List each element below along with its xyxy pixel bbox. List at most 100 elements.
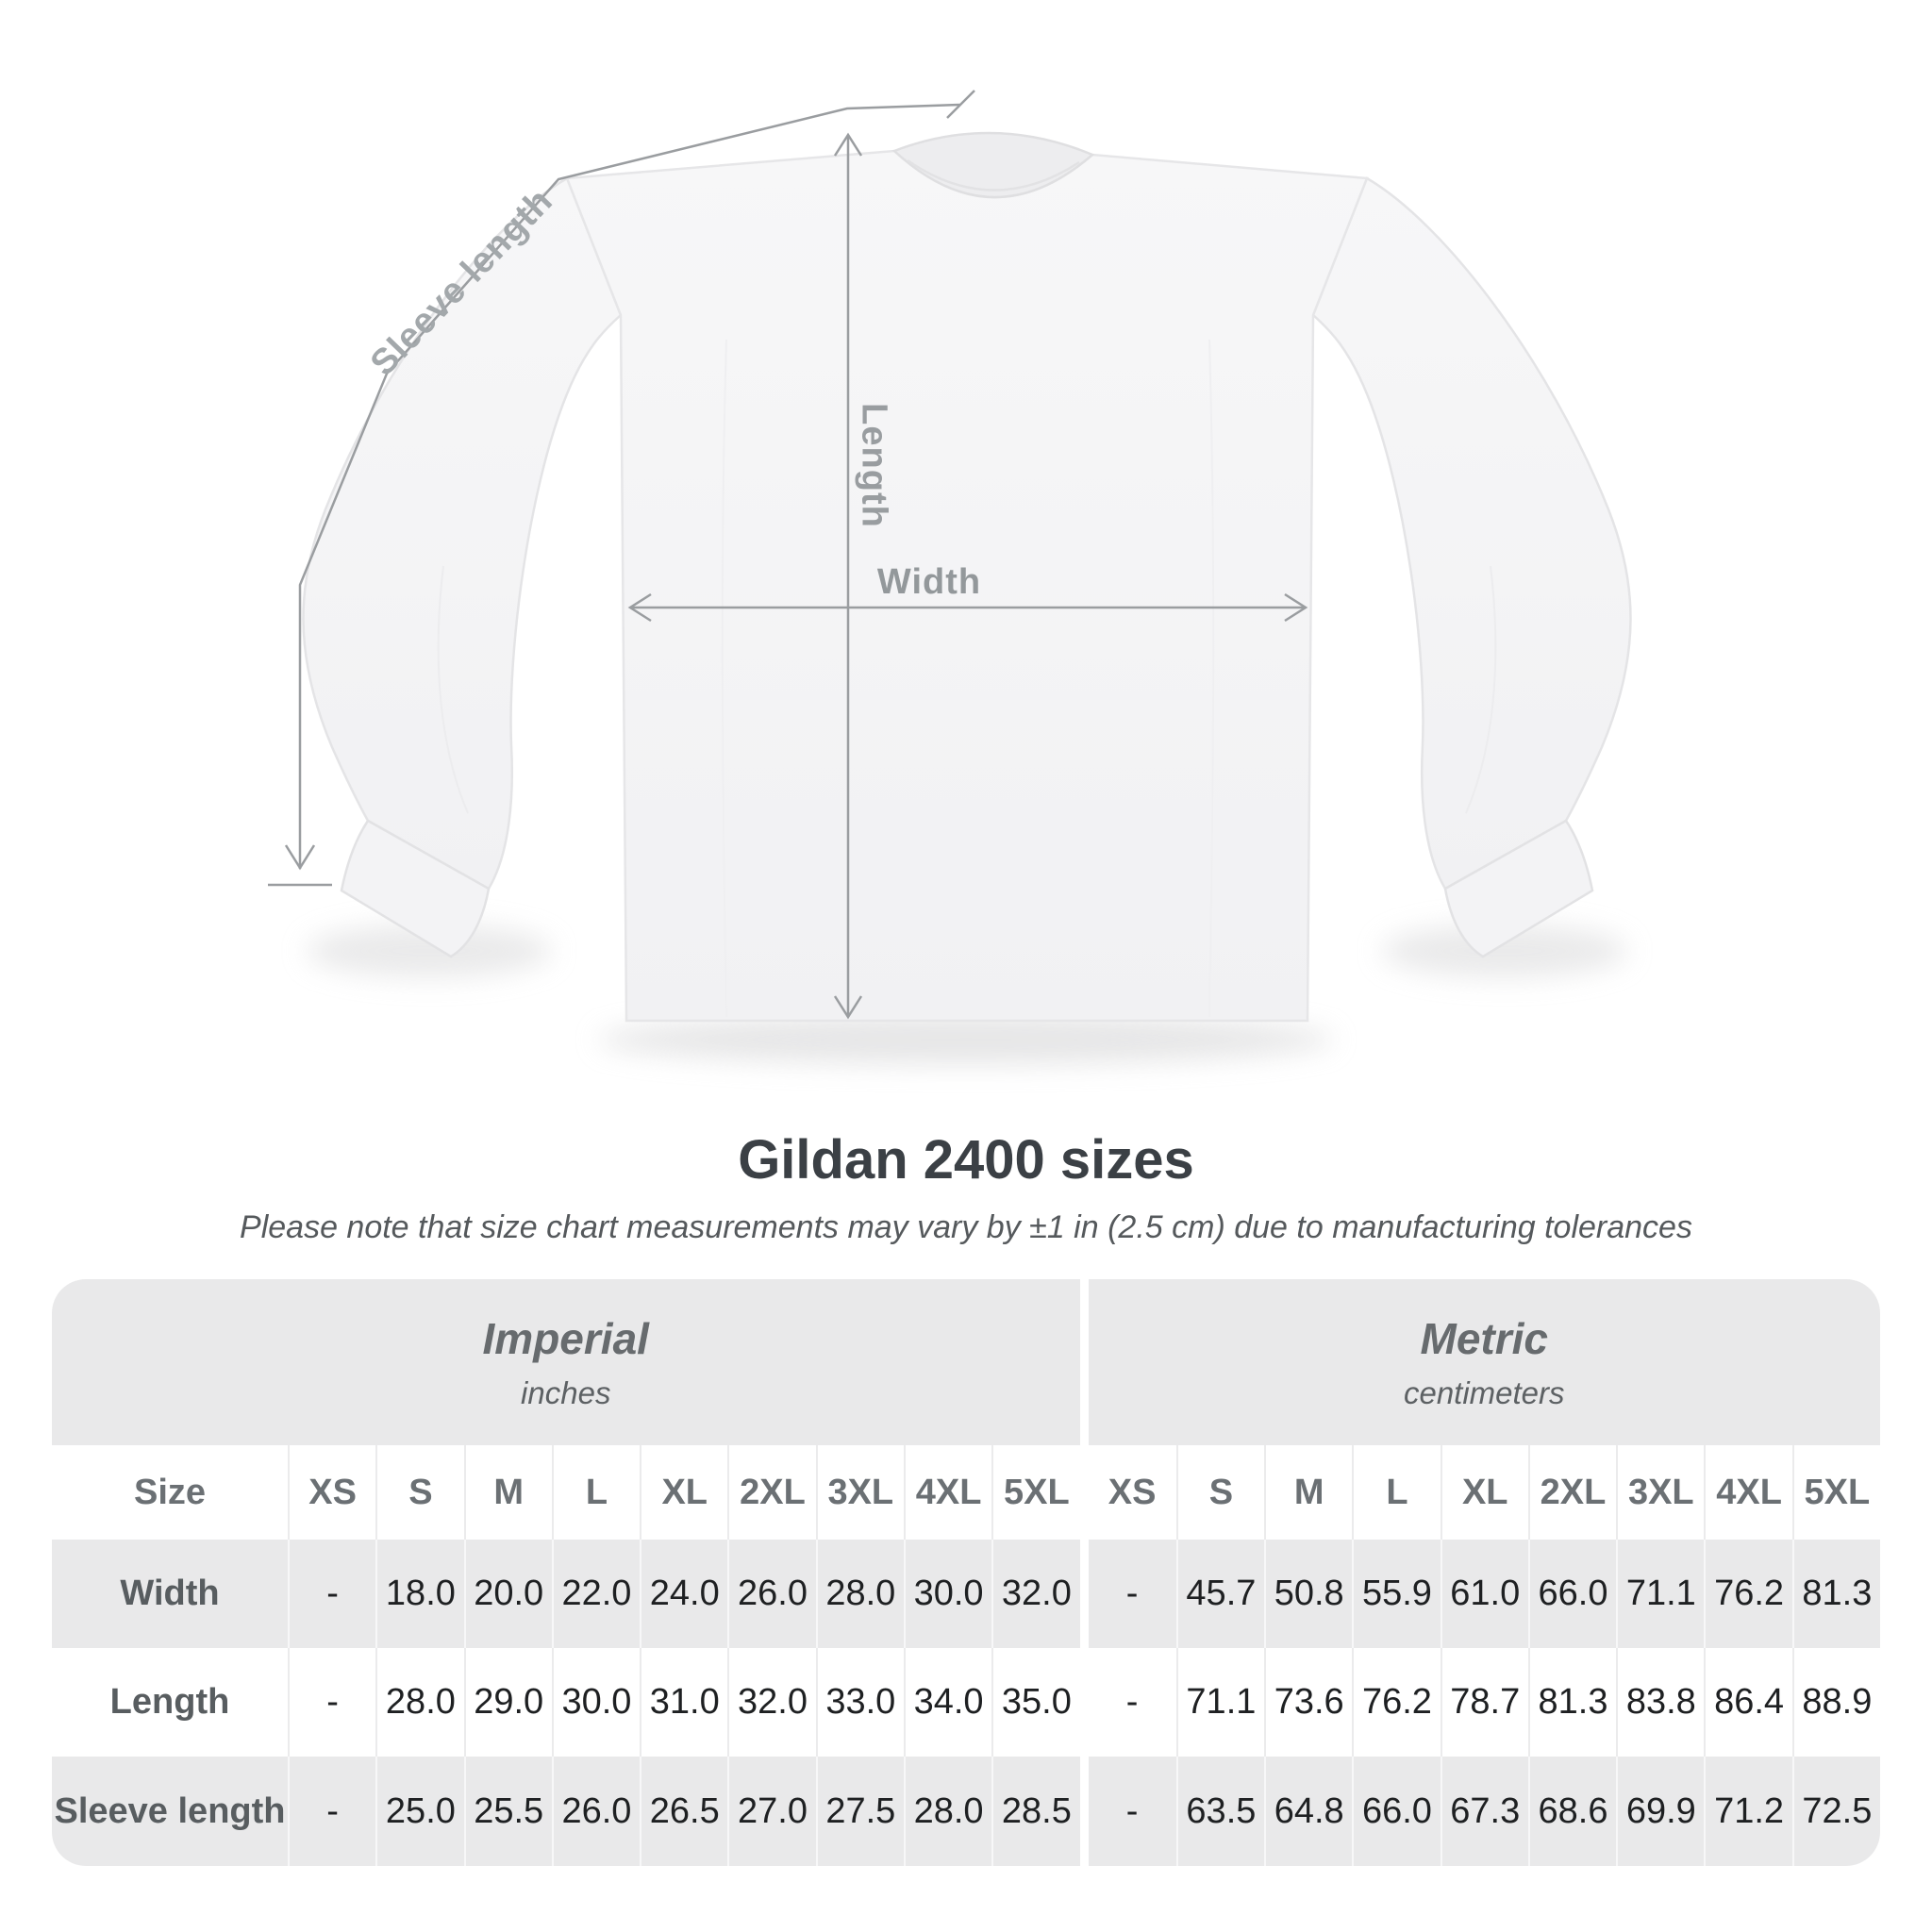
size-header-metric-2xl: 2XL bbox=[1527, 1445, 1617, 1540]
size-header-imperial-m: M bbox=[463, 1445, 552, 1540]
imperial-value-width: 32.0 bbox=[991, 1540, 1080, 1648]
metric-value-width: 66.0 bbox=[1527, 1540, 1617, 1648]
row-label-width: Width bbox=[52, 1540, 288, 1648]
imperial-value-width: 22.0 bbox=[551, 1540, 641, 1648]
size-header-imperial-5xl: 5XL bbox=[991, 1445, 1080, 1540]
metric-value-width: - bbox=[1088, 1540, 1176, 1648]
metric-value-sleeve-length: 67.3 bbox=[1440, 1757, 1528, 1866]
metric-value-width: 50.8 bbox=[1264, 1540, 1353, 1648]
size-header-metric-s: S bbox=[1175, 1445, 1265, 1540]
page-title: Gildan 2400 sizes bbox=[738, 1129, 1194, 1191]
imperial-value-length: 30.0 bbox=[551, 1648, 641, 1757]
metric-value-length: 78.7 bbox=[1440, 1648, 1528, 1757]
arrow-down-icon bbox=[833, 995, 863, 1020]
length-label: Length bbox=[854, 403, 894, 528]
size-header-metric-m: M bbox=[1264, 1445, 1353, 1540]
size-header-metric-5xl: 5XL bbox=[1791, 1445, 1880, 1540]
arrow-right-icon bbox=[1284, 592, 1308, 623]
metric-value-sleeve-length: 72.5 bbox=[1791, 1757, 1880, 1866]
size-header-imperial-xl: XL bbox=[640, 1445, 728, 1540]
imperial-value-width: 30.0 bbox=[903, 1540, 992, 1648]
imperial-value-sleeve-length: 27.0 bbox=[727, 1757, 816, 1866]
metric-value-length: 73.6 bbox=[1264, 1648, 1353, 1757]
imperial-group-unit: inches bbox=[521, 1375, 611, 1410]
imperial-value-width: 24.0 bbox=[640, 1540, 728, 1648]
size-header-metric-xs: XS bbox=[1088, 1445, 1176, 1540]
size-header-metric-l: L bbox=[1352, 1445, 1441, 1540]
metric-value-sleeve-length: 69.9 bbox=[1616, 1757, 1705, 1866]
size-header-metric-4xl: 4XL bbox=[1704, 1445, 1792, 1540]
imperial-value-sleeve-length: 28.5 bbox=[991, 1757, 1080, 1866]
page-subtitle: Please note that size chart measurements… bbox=[240, 1209, 1692, 1245]
imperial-value-sleeve-length: 25.0 bbox=[375, 1757, 464, 1866]
metric-value-width: 45.7 bbox=[1175, 1540, 1265, 1648]
group-divider bbox=[1079, 1757, 1089, 1866]
length-line bbox=[833, 132, 863, 1020]
sleeve-length-line bbox=[268, 90, 975, 887]
imperial-value-length: - bbox=[288, 1648, 376, 1757]
metric-value-width: 61.0 bbox=[1440, 1540, 1528, 1648]
size-header-metric-3xl: 3XL bbox=[1616, 1445, 1705, 1540]
metric-value-sleeve-length: 71.2 bbox=[1704, 1757, 1792, 1866]
group-divider bbox=[1079, 1540, 1089, 1648]
metric-value-sleeve-length: 66.0 bbox=[1352, 1757, 1441, 1866]
left-cuff bbox=[340, 819, 491, 958]
imperial-value-length: 29.0 bbox=[463, 1648, 552, 1757]
imperial-value-length: 33.0 bbox=[815, 1648, 904, 1757]
metric-value-width: 76.2 bbox=[1704, 1540, 1792, 1648]
shirt-body bbox=[565, 131, 1369, 1023]
size-header-metric-xl: XL bbox=[1440, 1445, 1528, 1540]
imperial-value-length: 32.0 bbox=[727, 1648, 816, 1757]
imperial-value-sleeve-length: 27.5 bbox=[815, 1757, 904, 1866]
metric-value-length: 88.9 bbox=[1791, 1648, 1880, 1757]
imperial-group-header: Imperial inches bbox=[52, 1279, 1080, 1445]
imperial-value-length: 35.0 bbox=[991, 1648, 1080, 1757]
row-label-sleeve-length: Sleeve length bbox=[52, 1757, 288, 1866]
metric-value-length: 71.1 bbox=[1175, 1648, 1265, 1757]
shirt-shadow bbox=[307, 924, 1627, 1064]
row-label-length: Length bbox=[52, 1648, 288, 1757]
arrow-down-icon bbox=[284, 844, 316, 871]
imperial-value-sleeve-length: - bbox=[288, 1757, 376, 1866]
imperial-value-width: 26.0 bbox=[727, 1540, 816, 1648]
size-column-header: Size bbox=[52, 1445, 288, 1540]
width-line bbox=[627, 592, 1308, 623]
metric-value-sleeve-length: 64.8 bbox=[1264, 1757, 1353, 1866]
imperial-group-title: Imperial bbox=[482, 1314, 649, 1363]
size-header-imperial-l: L bbox=[551, 1445, 641, 1540]
imperial-value-sleeve-length: 25.5 bbox=[463, 1757, 552, 1866]
imperial-value-width: 28.0 bbox=[815, 1540, 904, 1648]
metric-group-title: Metric bbox=[1420, 1314, 1548, 1363]
size-header-imperial-2xl: 2XL bbox=[727, 1445, 816, 1540]
arrow-left-icon bbox=[627, 592, 652, 623]
metric-value-length: 86.4 bbox=[1704, 1648, 1792, 1757]
group-divider bbox=[1079, 1279, 1089, 1445]
imperial-value-length: 31.0 bbox=[640, 1648, 728, 1757]
tick-icon bbox=[946, 90, 975, 119]
metric-value-length: 81.3 bbox=[1527, 1648, 1617, 1757]
imperial-value-width: 18.0 bbox=[375, 1540, 464, 1648]
imperial-value-sleeve-length: 26.0 bbox=[551, 1757, 641, 1866]
size-header-imperial-xs: XS bbox=[288, 1445, 376, 1540]
metric-value-sleeve-length: 68.6 bbox=[1527, 1757, 1617, 1866]
metric-value-length: 83.8 bbox=[1616, 1648, 1705, 1757]
imperial-value-length: 34.0 bbox=[903, 1648, 992, 1757]
size-header-imperial-s: S bbox=[375, 1445, 464, 1540]
imperial-value-width: - bbox=[288, 1540, 376, 1648]
metric-value-sleeve-length: - bbox=[1088, 1757, 1176, 1866]
group-divider bbox=[1079, 1648, 1089, 1757]
size-table: Imperial inches Metric centimeters Size X… bbox=[52, 1279, 1880, 1866]
metric-value-sleeve-length: 63.5 bbox=[1175, 1757, 1265, 1866]
arrow-up-icon bbox=[833, 132, 863, 157]
metric-value-length: 76.2 bbox=[1352, 1648, 1441, 1757]
metric-value-width: 55.9 bbox=[1352, 1540, 1441, 1648]
right-cuff bbox=[1443, 819, 1594, 958]
metric-value-width: 71.1 bbox=[1616, 1540, 1705, 1648]
shirt-right-sleeve bbox=[1311, 176, 1632, 958]
size-header-imperial-3xl: 3XL bbox=[815, 1445, 904, 1540]
metric-group-header: Metric centimeters bbox=[1088, 1279, 1880, 1445]
metric-value-length: - bbox=[1088, 1648, 1176, 1757]
imperial-value-sleeve-length: 28.0 bbox=[903, 1757, 992, 1866]
imperial-value-width: 20.0 bbox=[463, 1540, 552, 1648]
